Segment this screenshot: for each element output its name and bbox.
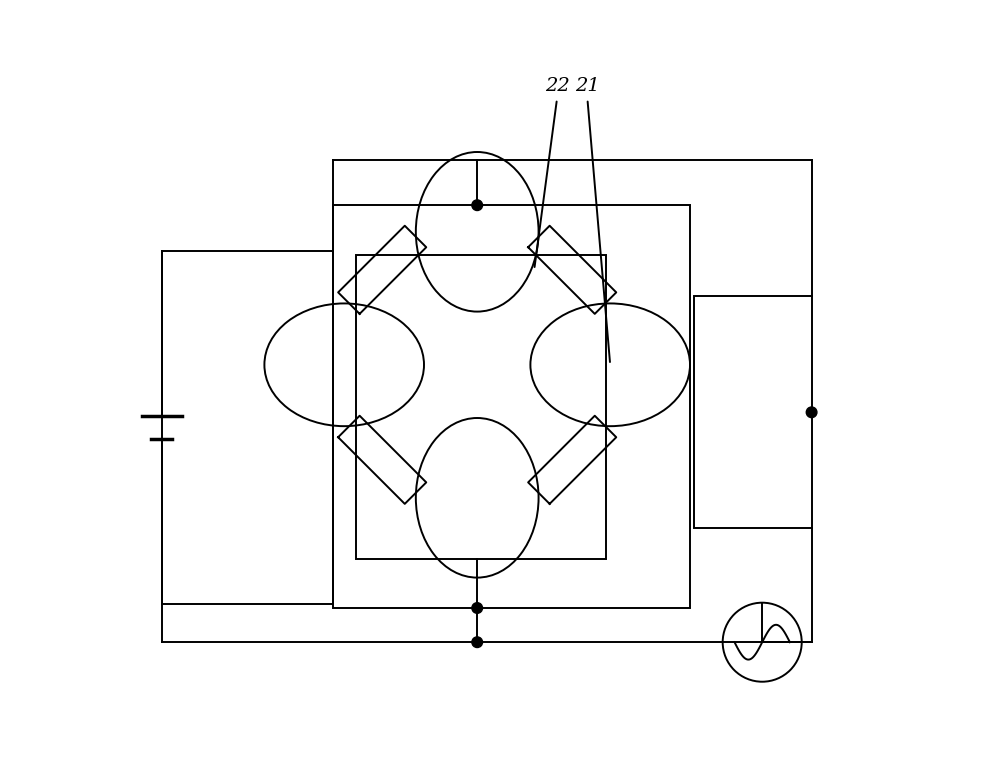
Bar xyxy=(162,251,333,604)
Bar xyxy=(333,205,690,608)
Circle shape xyxy=(472,637,483,648)
Circle shape xyxy=(472,200,483,211)
Circle shape xyxy=(806,407,817,418)
Bar xyxy=(356,255,606,559)
Bar xyxy=(694,296,812,528)
Circle shape xyxy=(472,603,483,613)
Text: 21: 21 xyxy=(575,77,600,95)
Text: 22: 22 xyxy=(545,77,569,95)
